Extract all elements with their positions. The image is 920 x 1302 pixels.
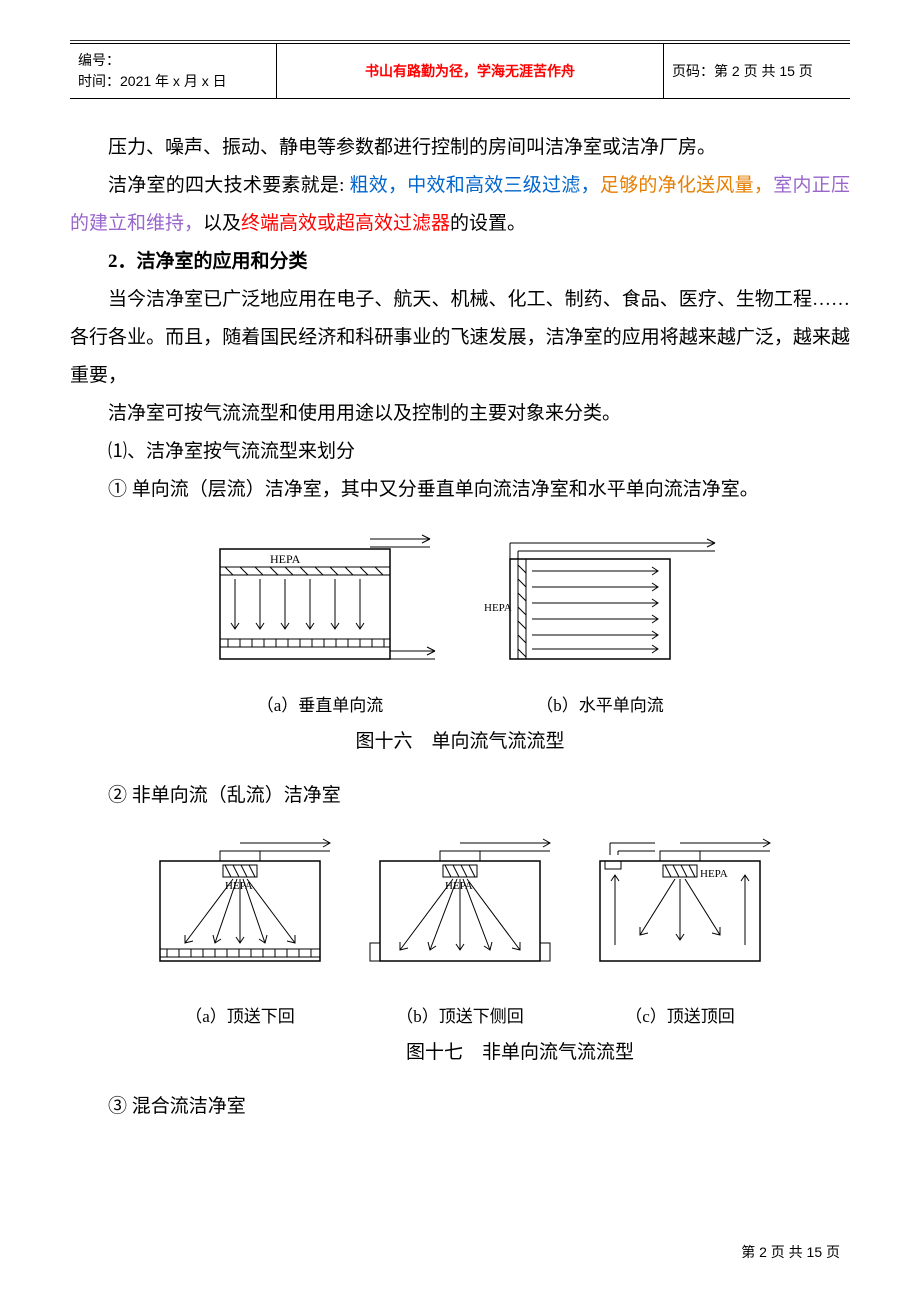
- fig16-b: HEPA: [480, 529, 720, 723]
- body-text: 压力、噪声、振动、静电等参数都进行控制的房间叫洁净室或洁净厂房。 洁净室的四大技…: [70, 129, 850, 1126]
- fig16-a: HEPA: [200, 529, 440, 723]
- fig16-b-svg: HEPA: [480, 529, 720, 669]
- serial-label: 编号：: [78, 50, 268, 71]
- para-8: ③ 混合流洁净室: [70, 1088, 850, 1126]
- para-7: ② 非单向流（乱流）洁净室: [70, 777, 850, 815]
- para-5: ⑴、洁净室按气流流型来划分: [70, 433, 850, 471]
- fig17-caption: 图十七 非单向流气流流型: [70, 1034, 850, 1072]
- p2-tail: 的设置。: [450, 213, 526, 234]
- page-label: 页码：第 2 页 共 15 页: [672, 63, 813, 79]
- fig16-a-label: （a）垂直单向流: [200, 689, 440, 723]
- fig17-b-label: （b）顶送下侧回: [365, 1000, 555, 1034]
- fig17-a: HEPA: [145, 835, 335, 1034]
- fig16-b-hepa: HEPA: [484, 602, 512, 614]
- header-table: 编号： 时间：2021 年 x 月 x 日 书山有路勤为径，学海无涯苦作舟 页码…: [70, 43, 850, 99]
- para-4: 洁净室可按气流流型和使用用途以及控制的主要对象来分类。: [70, 395, 850, 433]
- p2-lead: 洁净室的四大技术要素就是:: [108, 175, 349, 196]
- fig16-caption: 图十六 单向流气流流型: [70, 723, 850, 761]
- figure-16-row: HEPA: [70, 529, 850, 723]
- para-1: 压力、噪声、振动、静电等参数都进行控制的房间叫洁净室或洁净厂房。: [70, 129, 850, 167]
- fig17-c-svg: HEPA: [585, 835, 775, 980]
- para-3: 当今洁净室已广泛地应用在电子、航天、机械、化工、制药、食品、医疗、生物工程……各…: [70, 281, 850, 395]
- para-2: 洁净室的四大技术要素就是: 粗效，中效和高效三级过滤，足够的净化送风量，室内正压…: [70, 167, 850, 243]
- figure-17-row: HEPA: [70, 835, 850, 1034]
- fig17-c-hepa: HEPA: [700, 868, 728, 880]
- fig16-b-label: （b）水平单向流: [480, 689, 720, 723]
- heading-2: 2．洁净室的应用和分类: [70, 243, 850, 281]
- para-6: ① 单向流（层流）洁净室，其中又分垂直单向流洁净室和水平单向流洁净室。: [70, 471, 850, 509]
- fig17-c: HEPA （c）顶送顶回: [585, 835, 775, 1034]
- fig17-b: HEPA （b）顶送下侧回: [365, 835, 555, 1034]
- p2-red: 终端高效或超高效过滤器: [241, 213, 450, 234]
- p2-orange: 足够的净化送风量，: [600, 175, 773, 196]
- fig17-a-label: （a）顶送下回: [145, 1000, 335, 1034]
- header-center-cell: 书山有路勤为径，学海无涯苦作舟: [277, 44, 664, 99]
- p2-blue: 粗效，中效和高效三级过滤，: [349, 175, 599, 196]
- footer-page: 第 2 页 共 15 页: [741, 1242, 840, 1262]
- page: 编号： 时间：2021 年 x 月 x 日 书山有路勤为径，学海无涯苦作舟 页码…: [0, 0, 920, 1302]
- fig17-b-svg: HEPA: [365, 835, 555, 980]
- motto-text: 书山有路勤为径，学海无涯苦作舟: [365, 65, 575, 80]
- fig17-c-label: （c）顶送顶回: [585, 1000, 775, 1034]
- top-rule: [70, 40, 850, 41]
- fig17-a-svg: HEPA: [145, 835, 335, 980]
- fig16-a-hepa: HEPA: [270, 552, 301, 566]
- time-label: 时间：2021 年 x 月 x 日: [78, 71, 268, 92]
- fig16-a-svg: HEPA: [200, 529, 440, 669]
- header-right-cell: 页码：第 2 页 共 15 页: [664, 44, 851, 99]
- header-left-cell: 编号： 时间：2021 年 x 月 x 日: [70, 44, 277, 99]
- p2-mid: 以及: [203, 213, 241, 234]
